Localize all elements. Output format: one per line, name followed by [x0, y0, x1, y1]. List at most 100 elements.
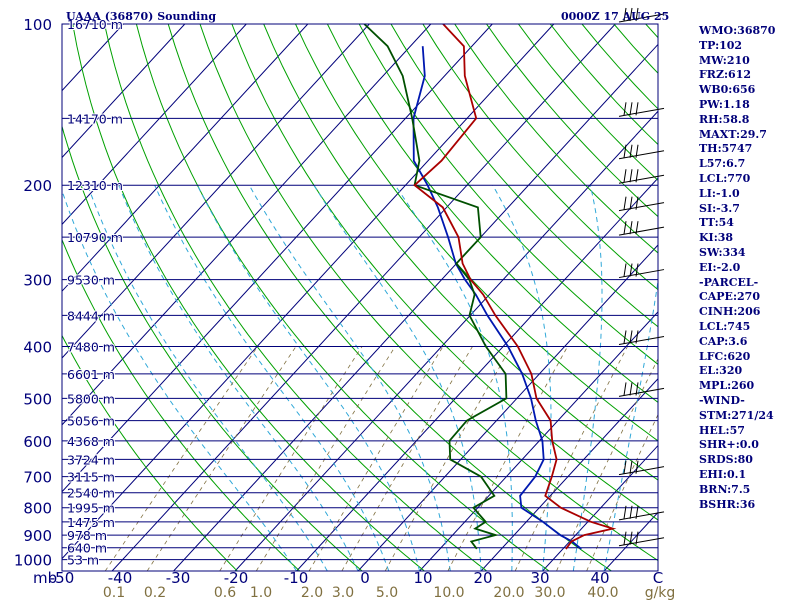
mixing-ratio-line [586, 413, 658, 571]
index-item: EL:320 [699, 364, 743, 378]
pressure-label: 100 [23, 16, 52, 34]
wind-barb [618, 102, 665, 117]
profile-layer [363, 24, 617, 550]
wind-barb-staff [618, 269, 665, 279]
index-item: LCL:770 [699, 171, 751, 185]
mixing-ratio-label: 2.0 [301, 585, 323, 600]
sounding-time: 0000Z 17 AUG 25 [561, 10, 670, 23]
height-label: 1475 m [67, 515, 115, 530]
wind-barb-staff [618, 226, 665, 236]
height-label: 14170 m [67, 111, 123, 126]
dry-adiabat-line [295, 24, 658, 442]
wind-barb-feather [635, 382, 639, 396]
height-label: 3115 m [67, 470, 115, 485]
wind-barb-feather [635, 196, 639, 210]
dry-adiabat-line [62, 238, 301, 571]
mixing-ratio-label: 1.0 [250, 585, 272, 600]
index-item: BRN:7.5 [699, 482, 751, 496]
height-label: 640 m [67, 541, 107, 556]
mixing-ratio-line [104, 346, 259, 571]
mixing-ratio-line [556, 357, 658, 571]
wind-barb-staff [618, 466, 665, 476]
height-label: 5800 m [67, 391, 115, 406]
index-item: TH:5747 [699, 142, 753, 156]
pressure-label: 700 [23, 469, 52, 487]
dry-adiabat-line [104, 24, 488, 571]
wind-barb-feather [623, 221, 627, 235]
pressure-label: 1000 [14, 552, 52, 570]
parcel-trace [412, 46, 582, 550]
mixing-ratio-line [384, 346, 512, 571]
mixing-ratio-label: 10.0 [433, 585, 464, 600]
index-item: STM:271/24 [699, 408, 774, 422]
isotherm-line [62, 24, 309, 292]
isotherm-line [62, 24, 432, 426]
pressure-label: 400 [23, 338, 52, 356]
index-item: EHI:0.1 [699, 467, 747, 481]
temperature-tick-label: 0 [360, 569, 370, 587]
height-label: 978 m [67, 528, 107, 543]
temperature-tick-label: 40 [590, 569, 609, 587]
index-item: SW:334 [699, 245, 746, 259]
wind-barb [618, 382, 665, 397]
moist-adiabat-line [492, 184, 552, 571]
dry-adiabat-line [263, 24, 658, 481]
moist-adiabat-line [572, 185, 603, 571]
moist-adiabat-line [196, 184, 421, 571]
dry-adiabat-line [199, 24, 658, 562]
index-item: BSHR:36 [699, 497, 756, 511]
wind-barb-feather [635, 7, 639, 22]
moist-adiabat-line [154, 184, 390, 571]
wind-barb-feather [629, 144, 633, 158]
index-item: SRDS:80 [699, 453, 753, 467]
wind-barb-feather [629, 460, 633, 474]
indices-panel: WMO:36870 TP:102 MW:210 FRZ:612 WB0:656 PW:1.… [699, 24, 775, 512]
temperature-tick-label: -20 [224, 569, 249, 587]
height-label: 10790 m [67, 230, 123, 245]
dry-adiabat-line [326, 24, 658, 403]
wind-barb [618, 169, 665, 184]
pressure-label: 500 [23, 390, 52, 408]
index-item: PW:1.18 [699, 97, 750, 111]
wind-barb-feather [635, 263, 639, 277]
wind-barb-staff [618, 387, 665, 397]
temperature-trace [413, 24, 617, 550]
pressure-label: 800 [23, 500, 52, 518]
wind-barb [618, 460, 665, 476]
wind-barb-feather [623, 7, 627, 22]
isotherm-line [542, 444, 658, 571]
wind-barb-staff [618, 107, 665, 117]
moist-adiabat-line [118, 185, 359, 571]
wind-barb-staff [618, 511, 665, 521]
wind-barb-feather [629, 505, 633, 519]
isotherm-line [62, 24, 493, 493]
temperature-tick-label: -50 [50, 569, 75, 587]
isotherm-line [62, 24, 63, 25]
isotherm-line [234, 110, 658, 571]
index-item: HEL:57 [699, 423, 745, 437]
moist-adiabat-line [248, 184, 451, 571]
isotherm-line [357, 244, 658, 571]
wind-barb [618, 144, 665, 160]
mixing-ratio-label: 30.0 [534, 585, 565, 600]
mixing-ratio-line [341, 346, 473, 571]
wind-barb [618, 7, 665, 23]
wind-barb-staff [618, 202, 665, 212]
index-item: MAXT:29.7 [699, 127, 767, 141]
wind-barb-feather [623, 505, 627, 519]
mixing-ratio-label: 5.0 [376, 585, 398, 600]
mixing-ratio-label: 3.0 [332, 585, 354, 600]
height-label: 53 m [67, 553, 99, 568]
dry-adiabat-line [422, 24, 658, 291]
index-item: LCL:745 [699, 319, 751, 333]
isotherm-line [111, 24, 616, 571]
pressure-unit-label: mb [33, 569, 57, 587]
moist-adiabat-line [62, 189, 298, 571]
wind-barb-feather [635, 460, 639, 474]
temperature-tick-label: 20 [473, 569, 492, 587]
dry-adiabat-line [72, 24, 425, 571]
wind-barb-feather [623, 102, 627, 116]
wind-barb-feather [629, 169, 633, 183]
